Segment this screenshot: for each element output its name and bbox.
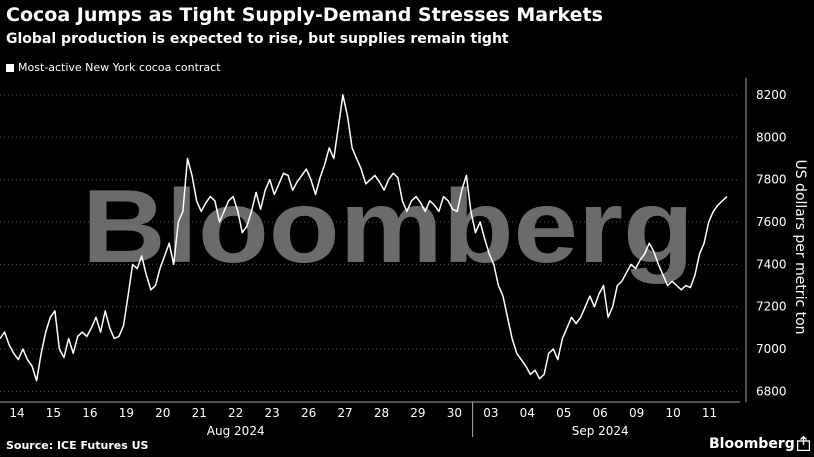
x-tick-label: 16 [82,406,97,420]
x-tick-label: 11 [702,406,717,420]
x-tick-label: 10 [665,406,680,420]
x-tick-label: 14 [9,406,24,420]
x-tick-label: 09 [629,406,644,420]
x-tick-label: 20 [155,406,170,420]
x-tick-label: 06 [593,406,608,420]
source-note: Source: ICE Futures US [6,439,149,452]
share-icon[interactable] [797,436,810,451]
x-tick-label: 19 [119,406,134,420]
y-tick-label: 7800 [756,173,787,187]
x-tick-label: 23 [265,406,280,420]
x-group-label: Aug 2024 [207,424,265,438]
chart-subtitle: Global production is expected to rise, b… [6,31,509,47]
y-axis-label: US dollars per metric ton [792,159,808,334]
y-tick-label: 7200 [756,300,787,314]
x-tick-label: 21 [192,406,207,420]
y-tick-label: 8000 [756,130,787,144]
legend-label: Most-active New York cocoa contract [18,61,221,74]
x-axis: 14 15 16 19 20 21 22 23 26 27 28 29 30 03 04 05 06 09 10 11… [0,401,740,438]
watermark-text: Bloomberg [82,169,694,285]
x-tick-label: 15 [46,406,61,420]
y-tick-label: 7400 [756,257,787,271]
x-tick-label: 05 [556,406,571,420]
x-tick-label: 22 [228,406,243,420]
x-tick-label: 03 [483,406,498,420]
x-tick-label: 28 [374,406,389,420]
chart-title: Cocoa Jumps as Tight Supply-Demand Stres… [6,4,603,26]
legend-swatch [6,63,14,72]
y-tick-label: 6800 [756,384,787,398]
x-tick-label: 30 [447,406,462,420]
gridlines [0,94,740,392]
legend: Most-active New York cocoa contract [6,61,221,74]
y-tick-label: 7000 [756,342,787,356]
y-tick-label: 8200 [756,88,787,102]
x-tick-label: 26 [301,406,316,420]
series-line-cocoa [0,94,728,382]
y-axis: 6800 7000 7200 7400 7600 7800 8000 8200 [745,78,787,402]
x-tick-label: 29 [410,406,425,420]
brand-logo: Bloomberg [709,436,795,452]
y-tick-label: 7600 [756,215,787,229]
x-tick-label: 27 [337,406,352,420]
x-group-label: Sep 2024 [572,424,629,438]
x-tick-label: 04 [520,406,535,420]
